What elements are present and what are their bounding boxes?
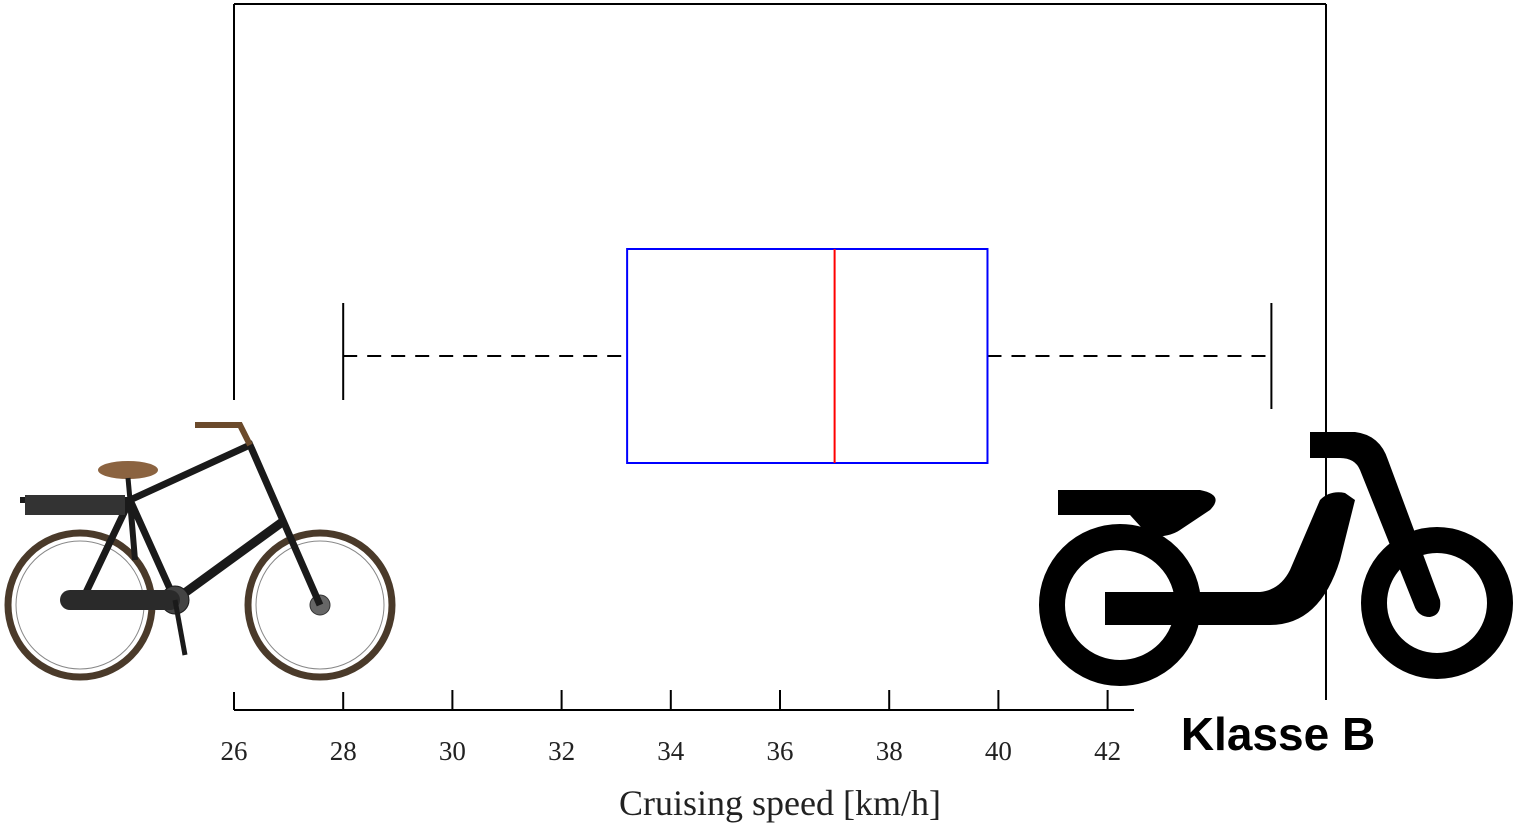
plot-area: 26 28 30 32 34 36 38 40 42 — [221, 3, 1327, 766]
x-tick-label: 32 — [548, 736, 575, 766]
x-tick-label: 42 — [1094, 736, 1121, 766]
x-axis-label: Cruising speed [km/h] — [619, 783, 941, 823]
overlay: Klasse B — [0, 400, 1514, 795]
bicycle-image — [4, 422, 396, 681]
x-tick-label: 26 — [221, 736, 248, 766]
x-tick-label: 28 — [330, 736, 357, 766]
x-tick-label: 34 — [657, 736, 685, 766]
x-tick-label: 36 — [767, 736, 794, 766]
x-tick-label: 30 — [439, 736, 466, 766]
label-background — [1134, 700, 1514, 795]
x-tick-label: 38 — [876, 736, 903, 766]
vehicle-class-label: Klasse B — [1181, 708, 1375, 760]
moped-icon — [1039, 432, 1513, 686]
bicycle-background — [0, 400, 400, 692]
x-tick-label: 40 — [985, 736, 1012, 766]
box — [626, 248, 989, 464]
